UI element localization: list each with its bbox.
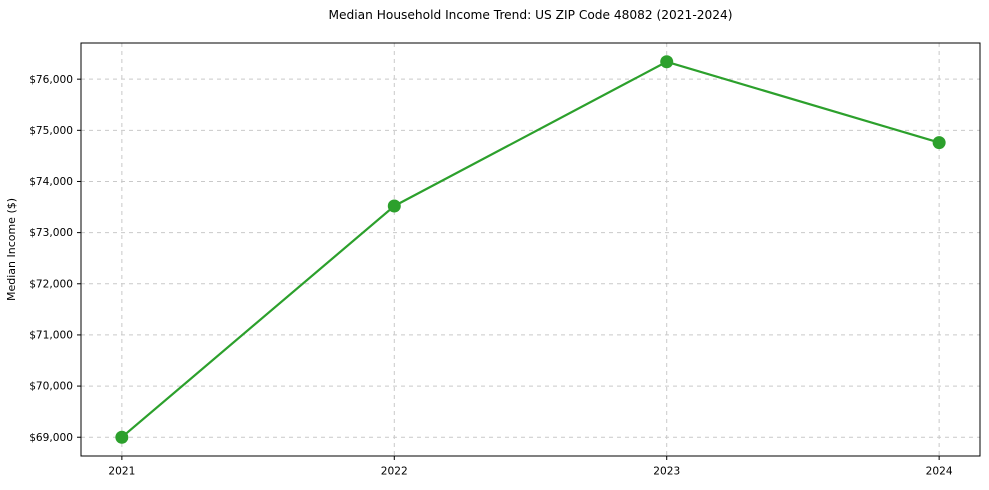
data-point-marker: [115, 430, 129, 444]
series-line: [120, 60, 941, 439]
y-axis-label: Median Income ($): [5, 198, 18, 301]
chart-title: Median Household Income Trend: US ZIP Co…: [328, 8, 733, 22]
y-tick-label: $69,000: [29, 432, 73, 444]
y-tick-label: $71,000: [29, 330, 73, 342]
x-tick-label: 2022: [381, 466, 408, 478]
x-tick-label: 2021: [108, 466, 135, 478]
data-point-marker: [660, 55, 674, 69]
y-tick-label: $74,000: [29, 176, 73, 188]
x-tick-label: 2024: [926, 466, 953, 478]
y-tick-label: $75,000: [29, 125, 73, 137]
y-tick-label: $73,000: [29, 227, 73, 239]
x-tick-label: 2023: [653, 466, 680, 478]
data-point-marker: [932, 136, 946, 150]
data-point-marker: [387, 199, 401, 213]
y-tick-label: $72,000: [29, 278, 73, 290]
plot-border: [80, 42, 981, 457]
y-tick-label: $70,000: [29, 381, 73, 393]
y-tick-label: $76,000: [29, 74, 73, 86]
